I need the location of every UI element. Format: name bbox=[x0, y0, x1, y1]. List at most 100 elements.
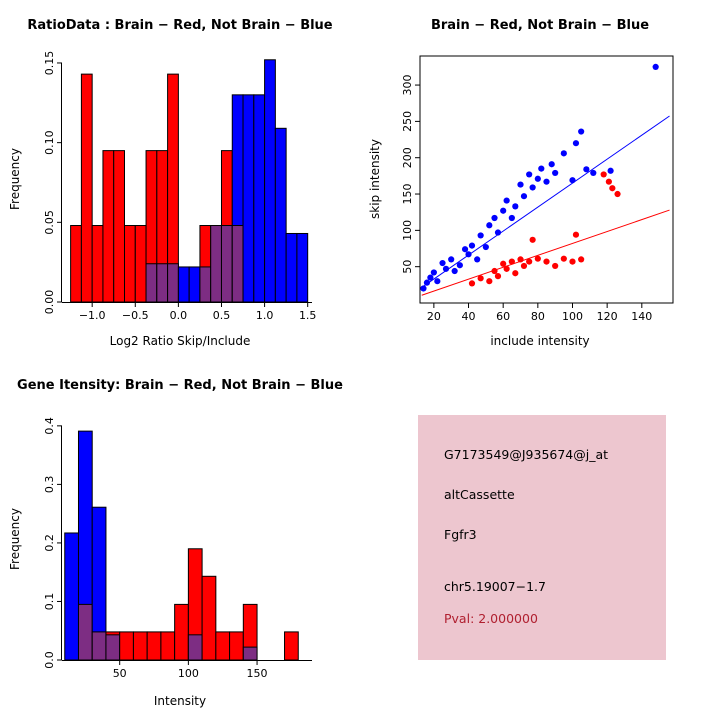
blue-data-point bbox=[583, 166, 590, 173]
y-tick-label: 200 bbox=[401, 147, 414, 168]
y-tick-label: 0.05 bbox=[43, 210, 56, 235]
hist-bar-overlap bbox=[210, 225, 222, 303]
blue-data-point bbox=[652, 63, 659, 70]
blue-data-point bbox=[461, 246, 469, 253]
scatter-title: Brain − Red, Not Brain − Blue bbox=[430, 18, 650, 33]
hist-bar-red bbox=[215, 631, 231, 661]
red-data-point bbox=[600, 171, 607, 178]
x-tick-label: 20 bbox=[427, 310, 441, 323]
red-data-point bbox=[491, 267, 498, 275]
blue-data-point bbox=[456, 262, 463, 269]
hist-bar-overlap bbox=[187, 634, 203, 661]
blue-data-point bbox=[512, 203, 519, 210]
hist-bar-overlap bbox=[199, 266, 212, 303]
y-tick-label: 0.10 bbox=[43, 130, 56, 155]
hist-bar-red bbox=[201, 575, 217, 661]
red-data-point bbox=[569, 258, 576, 265]
red-data-point bbox=[529, 236, 536, 243]
blue-data-point bbox=[451, 267, 458, 275]
hist-bar-blue bbox=[285, 232, 298, 303]
blue-data-point bbox=[569, 177, 576, 184]
intensity-scatter-panel: Brain − Red, Not Brain − Blue skip inten… bbox=[360, 0, 720, 360]
y-tick-label: 0.15 bbox=[43, 51, 56, 76]
red-data-point bbox=[578, 256, 585, 263]
hist-bar-red bbox=[229, 631, 244, 661]
blue-data-point bbox=[494, 229, 502, 236]
x-tick-label: 150 bbox=[247, 667, 268, 680]
blue-data-point bbox=[442, 265, 450, 272]
hist-bar-blue bbox=[188, 266, 201, 303]
blue-data-point bbox=[448, 256, 455, 263]
red-data-point bbox=[609, 185, 616, 192]
hist-bar-red bbox=[91, 225, 104, 303]
blue-data-point bbox=[517, 181, 524, 188]
hist-bar-red bbox=[284, 631, 299, 661]
plot-box bbox=[419, 55, 674, 304]
gene-intensity-histogram-plot: 50 100 150 0.0 0.1 0.2 0.3 0.4 bbox=[43, 417, 312, 680]
ratio-histogram-title: RatioData : Brain − Red, Not Brain − Blu… bbox=[27, 18, 333, 33]
hist-bar-red bbox=[146, 631, 162, 661]
hist-bar-overlap bbox=[220, 225, 233, 303]
x-tick-label: 120 bbox=[597, 310, 618, 323]
ratio-histogram-xlabel: Log2 Ratio Skip/Include bbox=[109, 334, 251, 348]
x-tick-label: 40 bbox=[462, 310, 476, 323]
blue-data-point bbox=[543, 178, 550, 185]
hist-bar-blue bbox=[274, 127, 287, 303]
y-tick-label: 150 bbox=[401, 184, 414, 205]
red-data-point bbox=[526, 258, 533, 265]
red-data-point bbox=[520, 262, 528, 270]
y-tick-label: 0.0 bbox=[43, 651, 56, 669]
x-tick-label: 0.0 bbox=[170, 309, 188, 322]
hist-bar-blue bbox=[64, 532, 79, 661]
red-data-point bbox=[494, 273, 502, 280]
blue-data-point bbox=[434, 278, 441, 285]
red-data-point bbox=[614, 190, 621, 198]
blue-data-point bbox=[534, 175, 541, 182]
red-data-point bbox=[508, 258, 515, 265]
x-tick-label: 50 bbox=[113, 667, 127, 680]
y-tick-label: 250 bbox=[401, 111, 414, 132]
gene-histogram-xlabel: Intensity bbox=[153, 694, 207, 708]
x-tick-label: 1.5 bbox=[299, 309, 317, 322]
hist-bar-blue bbox=[253, 94, 266, 303]
x-tick-label: −0.5 bbox=[122, 309, 149, 322]
blue-data-point bbox=[503, 197, 510, 204]
gene-intensity-histogram-panel: Gene Itensity: Brain − Red, Not Brain − … bbox=[0, 360, 360, 720]
y-tick-label: 0.3 bbox=[43, 476, 56, 494]
blue-data-point bbox=[423, 279, 431, 286]
blue-data-point bbox=[465, 251, 472, 258]
blue-data-point bbox=[526, 171, 533, 178]
hist-bar-red bbox=[102, 150, 115, 303]
x-tick-label: 80 bbox=[531, 310, 545, 323]
hist-bar-blue bbox=[242, 94, 255, 303]
scatter-xlabel: include intensity bbox=[490, 334, 590, 348]
x-tick-label: 100 bbox=[178, 667, 199, 680]
ratio-histogram-plot: −1.0 −0.5 0.0 0.5 1.0 1.5 0.00 0.05 0.10 0.15 bbox=[43, 51, 317, 322]
splice-event-type-text: altCassette bbox=[444, 487, 515, 502]
blue-data-point bbox=[486, 222, 493, 229]
blue-data-point bbox=[477, 232, 484, 239]
blue-data-point bbox=[548, 161, 555, 168]
red-data-point bbox=[560, 255, 567, 262]
blue-data-point bbox=[590, 169, 597, 177]
y-tick-label: 0.4 bbox=[43, 417, 56, 435]
red-data-point bbox=[486, 278, 493, 285]
hist-bar-overlap bbox=[156, 263, 169, 303]
hist-bar-overlap bbox=[231, 225, 244, 303]
hist-bar-red bbox=[132, 631, 148, 661]
hist-bar-blue bbox=[296, 232, 309, 303]
y-tick-label: 0.1 bbox=[43, 593, 56, 611]
hist-bar-overlap bbox=[77, 603, 93, 661]
blue-data-point bbox=[500, 207, 507, 214]
red-data-point bbox=[512, 270, 519, 277]
info-box: G7173549@J935674@j_at altCassette Fgfr3 … bbox=[418, 415, 666, 660]
red-data-point bbox=[605, 178, 612, 185]
red-data-point bbox=[572, 231, 580, 238]
hist-bar-red bbox=[80, 73, 93, 303]
blue-trend-line bbox=[421, 115, 670, 288]
hist-bar-overlap bbox=[91, 631, 107, 661]
x-tick-label: 100 bbox=[562, 310, 583, 323]
blue-data-point bbox=[430, 269, 437, 276]
y-tick-label: 50 bbox=[401, 260, 414, 274]
hist-bar-red bbox=[70, 225, 82, 303]
